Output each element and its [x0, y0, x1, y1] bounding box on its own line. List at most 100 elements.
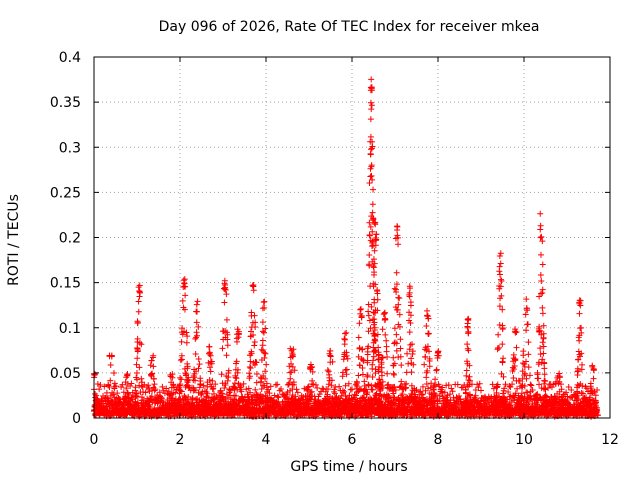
y-tick-label: 0.3: [59, 140, 81, 156]
data-point: [408, 369, 415, 376]
data-point: [251, 339, 258, 346]
data-point: [341, 335, 348, 342]
data-point: [342, 330, 349, 337]
data-point: [366, 219, 373, 226]
data-point: [494, 345, 501, 352]
data-point: [129, 396, 136, 403]
data-point: [539, 289, 546, 296]
data-point: [574, 371, 581, 378]
data-point: [356, 320, 363, 327]
data-point: [464, 341, 471, 348]
data-point: [406, 329, 413, 336]
data-point: [577, 297, 584, 304]
data-point: [404, 350, 411, 357]
data-point: [223, 316, 230, 323]
data-point: [196, 361, 203, 368]
data-point: [391, 371, 398, 378]
data-point: [408, 355, 415, 362]
data-point: [178, 338, 185, 345]
data-point: [369, 316, 376, 323]
data-point: [248, 309, 255, 316]
data-point: [527, 381, 534, 388]
data-point: [150, 363, 157, 370]
data-point: [539, 310, 546, 317]
data-point: [537, 271, 544, 278]
data-point: [525, 351, 532, 358]
data-point: [393, 269, 400, 276]
data-point: [394, 227, 401, 234]
data-point: [193, 319, 200, 326]
data-point: [368, 162, 375, 169]
data-point: [534, 369, 541, 376]
data-point: [435, 348, 442, 355]
data-point: [138, 375, 145, 382]
data-point: [96, 386, 103, 393]
data-point: [134, 355, 141, 362]
data-point: [398, 362, 405, 369]
data-point: [576, 337, 583, 344]
data-point: [379, 326, 386, 333]
data-point: [252, 386, 259, 393]
data-point: [513, 344, 520, 351]
data-point: [510, 375, 517, 382]
data-point: [539, 339, 546, 346]
data-point: [179, 297, 186, 304]
data-point: [357, 306, 364, 313]
data-point: [423, 374, 430, 381]
data-point: [497, 271, 504, 278]
data-point: [540, 322, 547, 329]
data-point: [466, 373, 473, 380]
data-point: [314, 384, 321, 391]
data-point: [151, 381, 158, 388]
data-point: [371, 247, 378, 254]
data-point: [383, 337, 390, 344]
data-point: [343, 366, 350, 373]
x-tick-label: 2: [176, 432, 185, 448]
data-point: [528, 382, 535, 389]
data-point: [260, 299, 267, 306]
data-point: [587, 380, 594, 387]
data-point: [393, 331, 400, 338]
y-tick-label: 0.15: [50, 276, 81, 292]
data-point: [250, 287, 257, 294]
data-point: [368, 84, 375, 91]
data-point: [207, 368, 214, 375]
data-point: [405, 360, 412, 367]
data-point: [391, 325, 398, 332]
data-point: [534, 375, 541, 382]
data-point: [589, 362, 596, 369]
data-point: [221, 299, 228, 306]
data-point: [309, 377, 316, 384]
data-point: [421, 361, 428, 368]
data-point: [407, 299, 414, 306]
data-point: [274, 393, 281, 400]
data-point: [541, 365, 548, 372]
data-point: [525, 364, 532, 371]
data-point: [538, 233, 545, 240]
data-point: [393, 306, 400, 313]
data-point: [542, 385, 549, 392]
data-point: [520, 348, 527, 355]
data-point: [193, 301, 200, 308]
data-point: [272, 413, 279, 420]
data-point: [355, 334, 362, 341]
data-point: [381, 309, 388, 316]
data-point: [249, 282, 256, 289]
data-point: [177, 374, 184, 381]
data-point: [274, 381, 281, 388]
data-point: [219, 345, 226, 352]
data-point: [261, 298, 268, 305]
data-point: [367, 151, 374, 158]
data-point: [464, 324, 471, 331]
data-point: [247, 358, 254, 365]
data-point: [380, 311, 387, 318]
data-point: [371, 299, 378, 306]
data-point: [370, 186, 377, 193]
data-point: [195, 323, 202, 330]
data-point: [495, 331, 502, 338]
x-tick-label: 4: [262, 432, 271, 448]
data-point: [390, 370, 397, 377]
data-point: [537, 251, 544, 258]
data-point: [367, 116, 374, 123]
data-point: [368, 106, 375, 113]
